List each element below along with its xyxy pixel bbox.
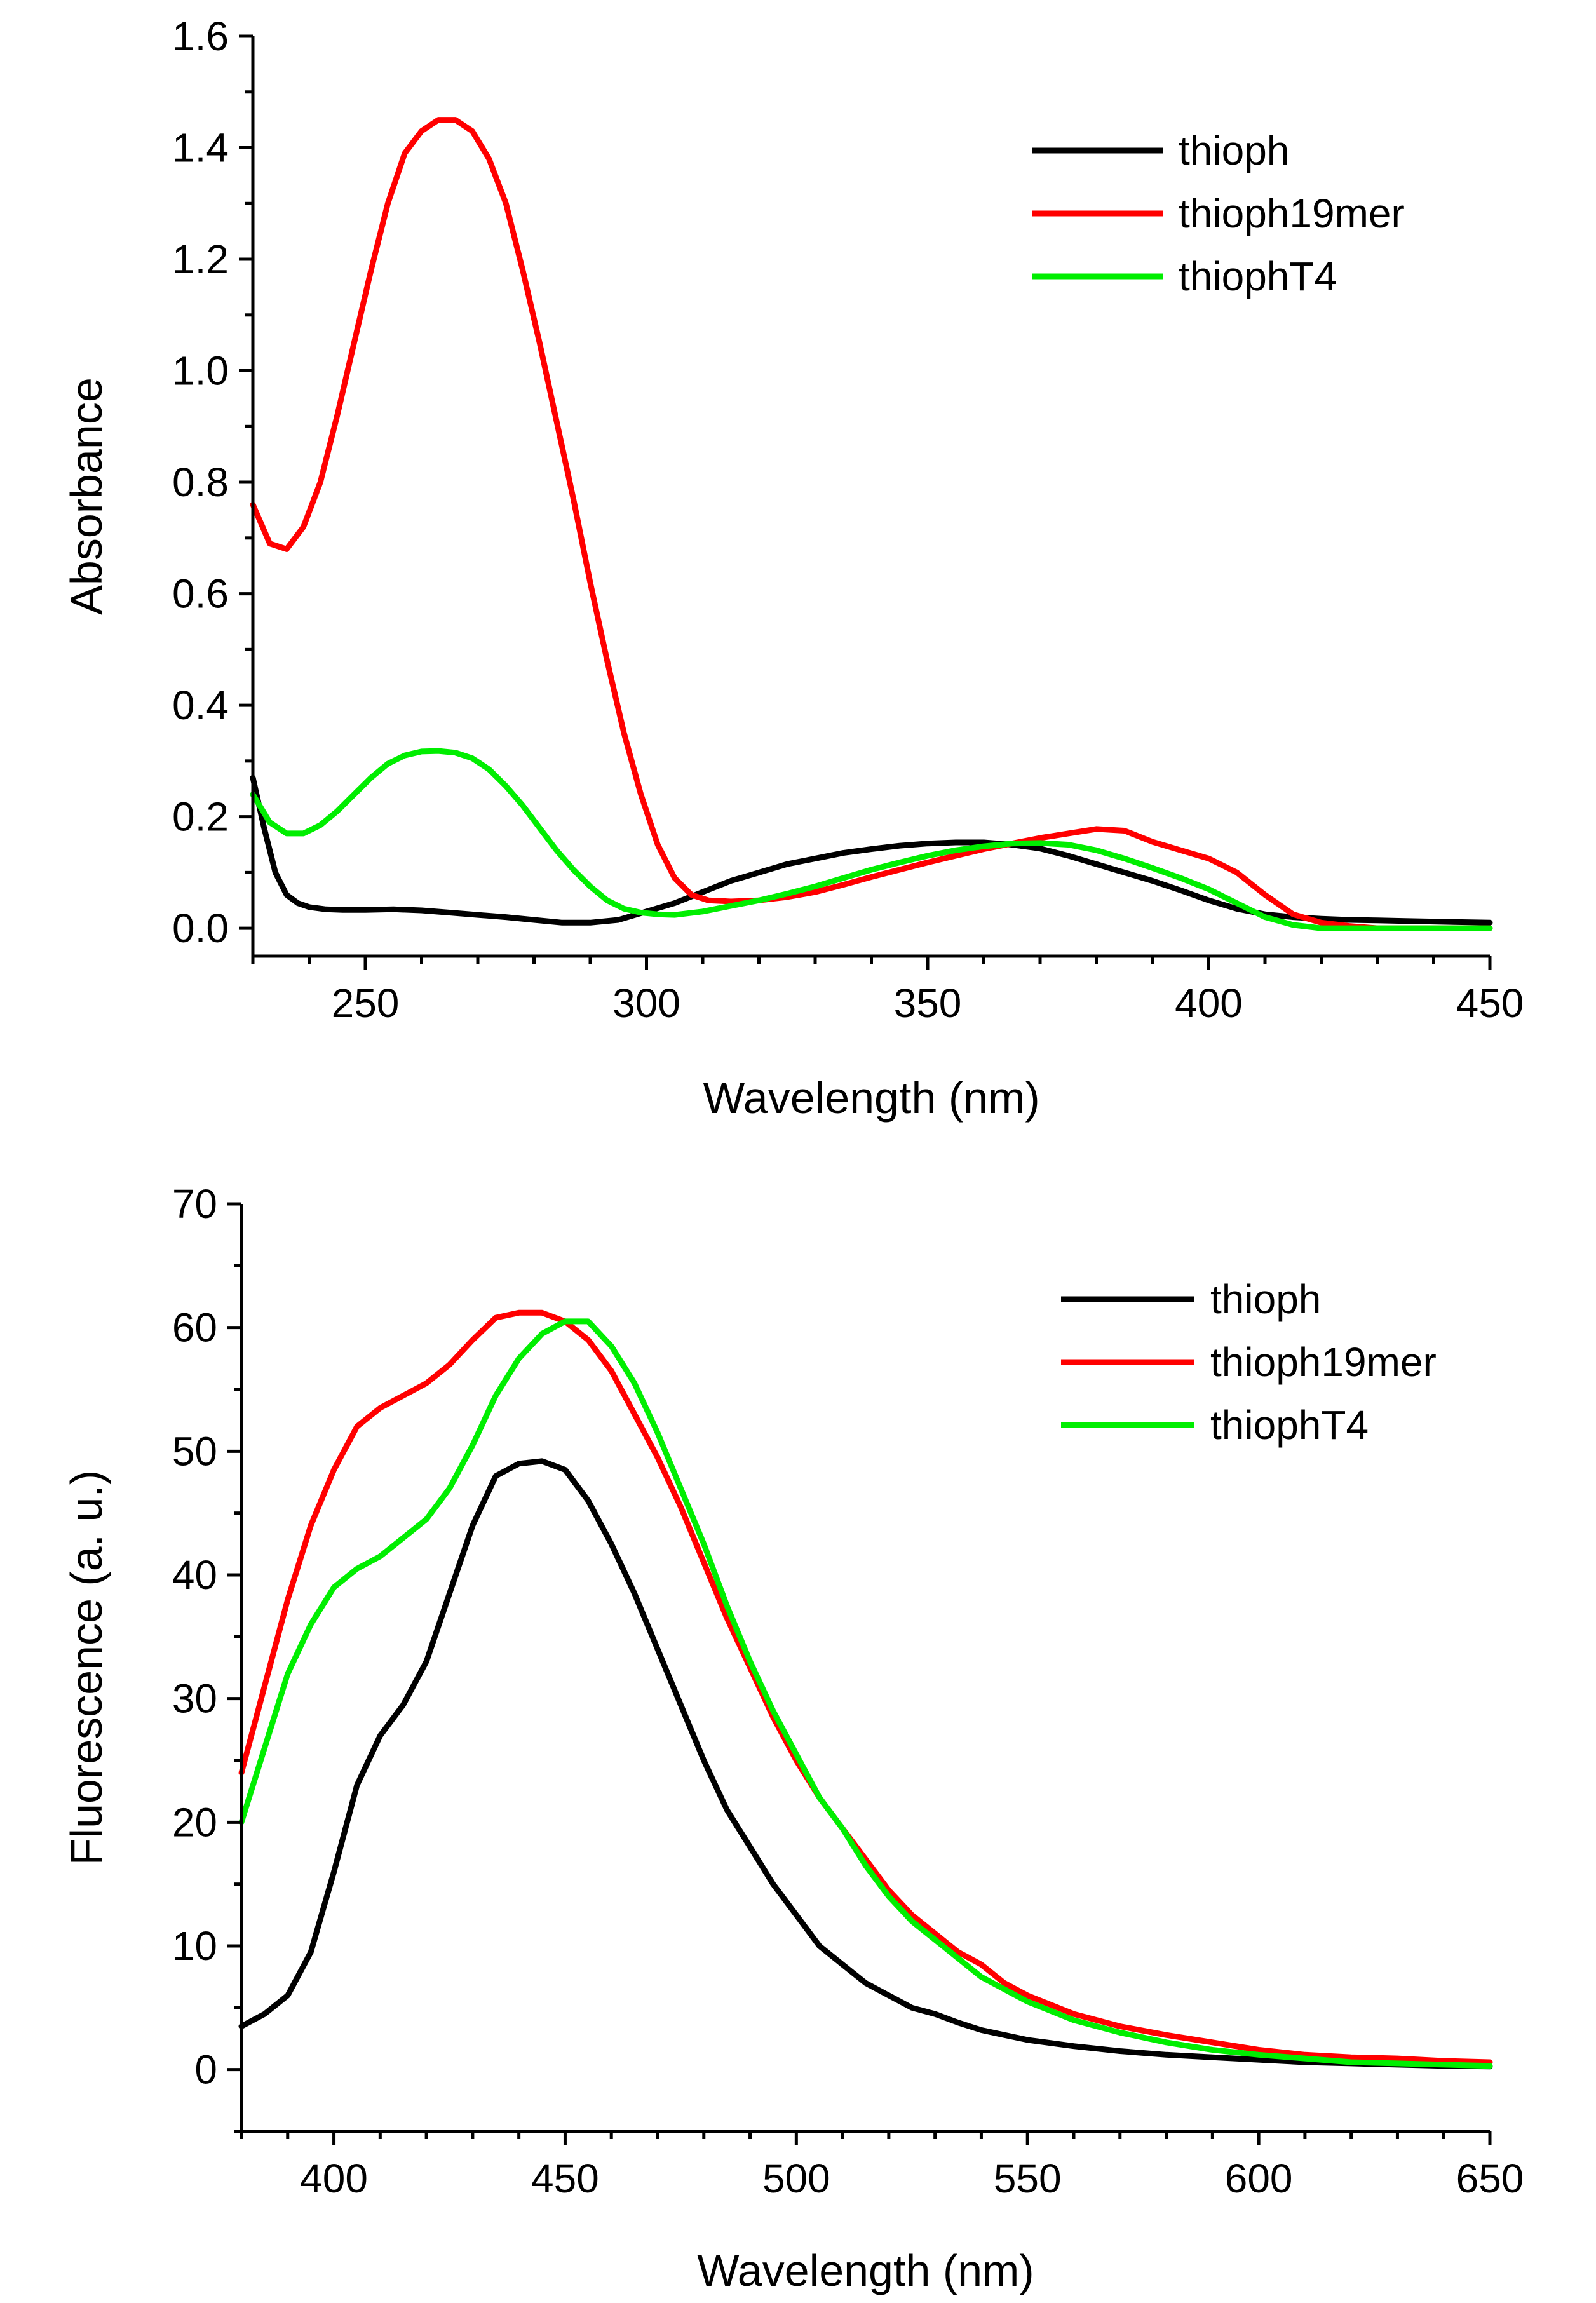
- legend-entry-thiophT4: thiophT4: [1061, 1402, 1369, 1448]
- y-tick-label: 0: [194, 2047, 217, 2093]
- y-tick-label: 50: [172, 1428, 217, 1474]
- fluorescence-chart: 400 450 500 550 600 650 0 10 20 30 40 50 60 70 Wavele…: [62, 1181, 1524, 2295]
- y-tick-label: 0.0: [172, 905, 229, 951]
- series-line-thiophT4: [250, 748, 1493, 931]
- x-tick-label: 650: [1456, 2156, 1524, 2201]
- fluorescence-axes: [240, 1204, 1490, 2133]
- absorbance-legend: thioph thioph19mer thiophT4: [1032, 128, 1405, 299]
- series-line-thioph: [238, 1458, 1493, 2070]
- y-tick-label: 10: [172, 1923, 217, 1969]
- legend-label-thioph19mer: thioph19mer: [1210, 1339, 1437, 1385]
- absorbance-chart: 250 300 350 400 450 0.0 0.2 0.4 0.6 0.8 1.0 1.2 1.4 1…: [62, 13, 1524, 1123]
- fluorescence-series-group: [238, 1309, 1493, 2070]
- y-tick-label: 20: [172, 1799, 217, 1845]
- legend-entry-thiophT4: thiophT4: [1032, 253, 1337, 299]
- y-tick-label: 1.4: [172, 125, 229, 171]
- y-tick-label: 40: [172, 1552, 217, 1598]
- absorbance-series-group: [250, 117, 1493, 931]
- legend-label-thioph: thioph: [1179, 128, 1289, 173]
- legend-label-thioph19mer: thioph19mer: [1179, 191, 1405, 236]
- series-line-thioph: [250, 774, 1493, 926]
- legend-label-thiophT4: thiophT4: [1210, 1402, 1369, 1448]
- fluorescence-y-axis-title: Fluorescence (a. u.): [62, 1470, 111, 1865]
- fluorescence-x-axis-title: Wavelength (nm): [697, 2246, 1034, 2295]
- legend-entry-thioph19mer: thioph19mer: [1032, 191, 1405, 236]
- y-tick-label: 1.6: [172, 13, 229, 59]
- series-line-thioph19mer: [250, 117, 1493, 931]
- x-tick-label: 250: [332, 980, 400, 1026]
- x-tick-label: 500: [762, 2156, 830, 2201]
- y-tick-label: 60: [172, 1305, 217, 1351]
- y-tick-label: 0.8: [172, 459, 229, 505]
- fluorescence-legend: thioph thioph19mer thiophT4: [1061, 1276, 1437, 1448]
- x-tick-label: 400: [300, 2156, 368, 2201]
- absorbance-x-axis-title: Wavelength (nm): [703, 1073, 1039, 1123]
- x-tick-label: 400: [1175, 980, 1243, 1026]
- y-tick-label: 30: [172, 1676, 217, 1722]
- series-line-thiophT4: [238, 1318, 1493, 2069]
- y-tick-label: 1.0: [172, 348, 229, 394]
- y-tick-label: 0.2: [172, 794, 229, 840]
- legend-entry-thioph19mer: thioph19mer: [1061, 1339, 1437, 1385]
- x-tick-label: 300: [612, 980, 680, 1026]
- legend-entry-thioph: thioph: [1032, 128, 1289, 173]
- legend-entry-thioph: thioph: [1061, 1276, 1321, 1322]
- absorbance-y-axis-title: Absorbance: [62, 377, 111, 615]
- y-tick-label: 0.4: [172, 682, 229, 728]
- absorbance-axes: [251, 36, 1490, 958]
- legend-label-thioph: thioph: [1210, 1276, 1321, 1322]
- absorbance-ticks: 250 300 350 400 450 0.0 0.2 0.4 0.6 0.8 1.0 1.2 1.4 1…: [172, 13, 1524, 1026]
- legend-label-thiophT4: thiophT4: [1179, 253, 1337, 299]
- fluorescence-ticks: 400 450 500 550 600 650 0 10 20 30 40 50 60 70: [172, 1181, 1524, 2201]
- y-tick-label: 70: [172, 1181, 217, 1227]
- x-tick-label: 450: [1456, 980, 1524, 1026]
- y-tick-label: 0.6: [172, 571, 229, 617]
- x-tick-label: 350: [894, 980, 962, 1026]
- x-tick-label: 550: [994, 2156, 1062, 2201]
- x-tick-label: 600: [1225, 2156, 1293, 2201]
- x-tick-label: 450: [531, 2156, 599, 2201]
- y-tick-label: 1.2: [172, 236, 229, 282]
